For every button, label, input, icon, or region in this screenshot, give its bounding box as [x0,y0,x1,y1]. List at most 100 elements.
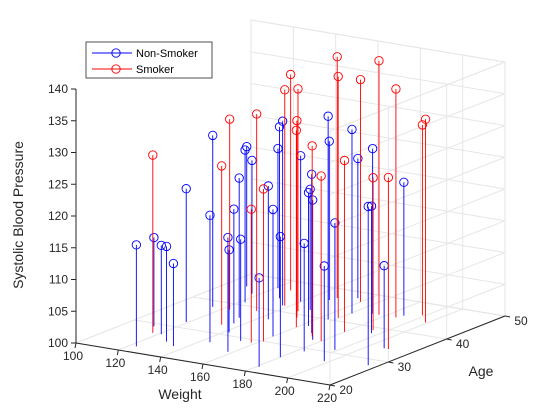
marker-non-smoker [353,153,363,164]
marker-non-smoker [234,173,244,183]
marker-non-smoker [131,240,142,250]
stem-layer [131,52,431,367]
y-tick-mark [446,338,452,341]
x-tick-label: 180 [232,377,252,391]
x-tick-label: 120 [105,356,125,370]
x-tick-mark [201,363,204,370]
legend-box [85,41,213,79]
grid-line [245,301,421,372]
marker-non-smoker [307,169,317,179]
x-tick-mark [243,370,246,377]
x-tick-mark [74,342,77,349]
grid-line [329,188,506,259]
y-tick-mark [388,361,394,364]
marker-non-smoker [347,124,357,135]
marker-smoker [333,71,343,82]
legend-label-smoker: Smoker [136,64,174,76]
y-tick-label: 40 [456,337,470,351]
marker-non-smoker [330,218,340,228]
z-tick-label: 135 [48,114,68,128]
marker-smoker [383,172,394,183]
x-tick-mark [286,377,289,384]
marker-non-smoker [273,143,283,154]
grid-line [192,296,447,340]
marker-smoker [291,125,301,136]
marker-non-smoker [223,232,233,243]
x-tick-label: 140 [148,363,168,377]
grid-line [118,280,294,351]
grid-line [160,287,336,358]
x-tick-label: 160 [190,370,210,384]
marker-non-smoker [247,155,257,166]
marker-non-smoker [366,201,377,211]
grid-line [329,93,506,164]
legend-marker-non-smoker [111,48,121,58]
z-tick-label: 130 [48,146,68,160]
y-tick-label: 20 [339,383,353,397]
marker-non-smoker [263,181,273,191]
marker-smoker [368,173,378,183]
marker-smoker [252,109,262,119]
marker-smoker [332,52,342,62]
marker-non-smoker [236,234,246,244]
grid-line [329,125,506,195]
legend-label-non-smoker: Non-Smoker [136,48,198,60]
marker-smoker [374,56,384,66]
x-tick-mark [159,356,162,363]
marker-non-smoker [399,177,409,187]
marker-non-smoker [149,232,159,243]
marker-non-smoker [181,184,191,194]
marker-non-smoker [205,210,215,220]
x-tick-mark [116,349,119,356]
z-tick-label: 120 [48,209,68,223]
marker-non-smoker [156,240,166,251]
marker-non-smoker [208,130,218,141]
marker-smoker [246,204,256,214]
grid-line [202,294,379,365]
marker-non-smoker [324,136,334,146]
x-axis-label: Weight [158,386,201,402]
marker-smoker [217,161,227,171]
y-axis-label: Age [469,363,494,379]
z-tick-label: 115 [49,241,68,255]
y-tick-mark [504,315,511,318]
marker-non-smoker [319,261,329,271]
x-tick-label: 220 [317,391,337,405]
marker-non-smoker [242,141,252,152]
marker-smoker [258,184,269,194]
marker-smoker [316,171,326,181]
grid-line [329,283,506,354]
marker-non-smoker [367,143,378,154]
z-tick-label: 100 [48,336,68,350]
marker-non-smoker [168,258,179,269]
marker-non-smoker [274,122,285,132]
y-tick-label: 30 [398,360,412,374]
marker-smoker [293,84,303,94]
marker-smoker [148,150,158,160]
grid-line [329,61,506,132]
z-tick-label: 105 [48,304,68,318]
marker-non-smoker [299,238,309,249]
z-tick-label: 140 [48,82,68,96]
marker-smoker [339,155,350,166]
grid-line [250,83,506,126]
grid-line [250,19,506,63]
marker-smoker [285,69,296,80]
marker-non-smoker [224,245,234,255]
z-tick-label: 125 [48,177,68,191]
marker-non-smoker [303,187,314,198]
z-axis-label: Systolic Blood Pressure [10,141,26,289]
grid-line [287,308,463,379]
y-tick-label: 50 [514,314,528,328]
grid-line [329,220,506,291]
marker-smoker [225,114,235,124]
marker-smoker [307,141,317,151]
grid-line [250,210,506,253]
marker-smoker [391,84,401,94]
marker-non-smoker [277,116,288,126]
x-tick-label: 100 [63,349,83,363]
grid-line [329,252,506,322]
y-axis-line [329,315,506,386]
